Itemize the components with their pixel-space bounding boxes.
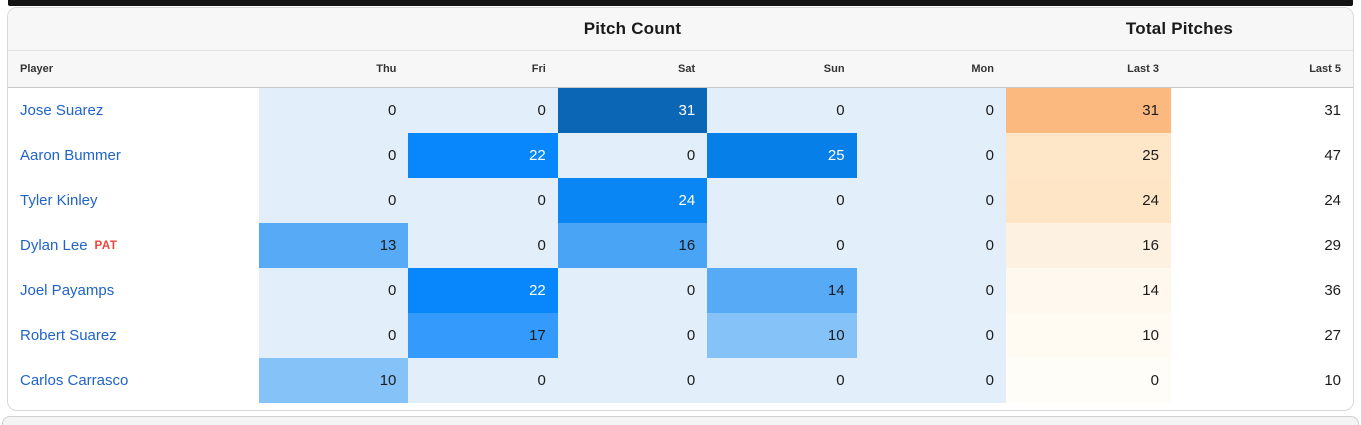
column-header-thu: Thu [376, 63, 397, 75]
day-heat-cell: 0 [707, 358, 857, 403]
last5-total-cell: 31 [1170, 88, 1353, 133]
day-heat-cell: 22 [408, 268, 558, 313]
player-link[interactable]: Aaron Bummer [20, 147, 121, 164]
day-heat-cell: 25 [707, 133, 857, 178]
day-heat-cell: 0 [557, 133, 708, 178]
day-heat-cell: 14 [707, 268, 857, 313]
last3-heat-cell: 25 [1005, 133, 1171, 178]
day-heat-cell: 0 [408, 358, 558, 403]
last5-total-cell: 36 [1170, 268, 1353, 313]
player-link[interactable]: Joel Payamps [20, 282, 115, 299]
player-link[interactable]: Robert Suarez [20, 327, 117, 344]
day-heat-cell: 0 [408, 223, 558, 268]
last3-heat-cell: 10 [1005, 313, 1171, 358]
column-header-last3: Last 3 [1127, 63, 1159, 75]
last3-heat-cell: 16 [1005, 223, 1171, 268]
last5-total-cell: 47 [1170, 133, 1353, 178]
day-heat-cell: 0 [557, 313, 708, 358]
player-cell: Joel Payamps [8, 268, 259, 313]
previous-card-bottom-edge [8, 0, 1353, 6]
day-heat-cell: 0 [408, 178, 558, 223]
player-cell: Robert Suarez [8, 313, 259, 358]
player-cell: Jose Suarez [8, 88, 259, 133]
player-link[interactable]: Carlos Carrasco [20, 372, 129, 389]
last3-heat-cell: 31 [1005, 88, 1171, 133]
day-heat-cell: 0 [707, 223, 857, 268]
last3-heat-cell: 14 [1005, 268, 1171, 313]
day-heat-cell: 17 [408, 313, 558, 358]
day-heat-cell: 0 [856, 268, 1006, 313]
day-heat-cell: 0 [856, 88, 1006, 133]
table-row: Carlos Carrasco 10 0 0 0 0 0 10 [8, 358, 1353, 403]
player-cell: Aaron Bummer [8, 133, 259, 178]
last5-total-cell: 27 [1170, 313, 1353, 358]
day-heat-cell: 0 [557, 358, 708, 403]
pat-badge: PAT [94, 239, 118, 252]
column-header-player: Player [20, 63, 54, 75]
day-heat-cell: 0 [707, 178, 857, 223]
next-card-top-edge [2, 416, 1359, 425]
column-header-sat: Sat [678, 63, 696, 75]
player-link[interactable]: Jose Suarez [20, 102, 104, 119]
pitch-count-title: Pitch Count [583, 19, 682, 38]
last5-total-cell: 24 [1170, 178, 1353, 223]
day-heat-cell: 0 [856, 358, 1006, 403]
day-heat-cell: 0 [856, 313, 1006, 358]
player-link[interactable]: Dylan Lee [20, 237, 88, 254]
player-cell: Dylan Lee PAT [8, 223, 259, 268]
last3-heat-cell: 0 [1005, 358, 1171, 403]
day-heat-cell: 22 [408, 133, 558, 178]
day-heat-cell: 0 [856, 178, 1006, 223]
day-heat-cell: 0 [408, 88, 558, 133]
column-header-row: Player Thu Fri Sat Sun Mon Last 3 Last 5 [8, 51, 1353, 88]
player-link[interactable]: Tyler Kinley [20, 192, 98, 209]
day-heat-cell: 0 [259, 178, 409, 223]
table-row: Robert Suarez 0 17 0 10 0 10 27 [8, 313, 1353, 358]
column-header-last5: Last 5 [1309, 63, 1341, 75]
column-header-mon: Mon [971, 63, 994, 75]
day-heat-cell: 0 [259, 313, 409, 358]
last3-heat-cell: 24 [1005, 178, 1171, 223]
table-body: Jose Suarez 0 0 31 0 0 31 31 Aaron Bummer 0 22 0 25 0… [8, 88, 1353, 403]
column-header-sun: Sun [823, 63, 845, 75]
table-row: Jose Suarez 0 0 31 0 0 31 31 [8, 88, 1353, 133]
table-row: Joel Payamps 0 22 0 14 0 14 36 [8, 268, 1353, 313]
day-heat-cell: 0 [259, 268, 409, 313]
last5-total-cell: 29 [1170, 223, 1353, 268]
day-heat-cell: 24 [557, 178, 708, 223]
day-heat-cell: 0 [707, 88, 857, 133]
table-row: Tyler Kinley 0 0 24 0 0 24 24 [8, 178, 1353, 223]
day-heat-cell: 13 [259, 223, 409, 268]
last5-total-cell: 10 [1170, 358, 1353, 403]
day-heat-cell: 0 [259, 133, 409, 178]
total-pitches-title: Total Pitches [1125, 19, 1234, 38]
table-row: Dylan Lee PAT 13 0 16 0 0 16 29 [8, 223, 1353, 268]
day-heat-cell: 10 [259, 358, 409, 403]
column-header-fri: Fri [531, 63, 546, 75]
day-heat-cell: 10 [707, 313, 857, 358]
table-row: Aaron Bummer 0 22 0 25 0 25 47 [8, 133, 1353, 178]
pitch-count-card: Pitch Count Total Pitches Player Thu Fri… [7, 7, 1354, 411]
day-heat-cell: 0 [259, 88, 409, 133]
day-heat-cell: 0 [856, 133, 1006, 178]
day-heat-cell: 0 [856, 223, 1006, 268]
day-heat-cell: 16 [557, 223, 708, 268]
day-heat-cell: 0 [557, 268, 708, 313]
player-cell: Carlos Carrasco [8, 358, 259, 403]
card-header: Pitch Count Total Pitches [8, 8, 1353, 51]
player-cell: Tyler Kinley [8, 178, 259, 223]
day-heat-cell: 31 [557, 88, 708, 133]
